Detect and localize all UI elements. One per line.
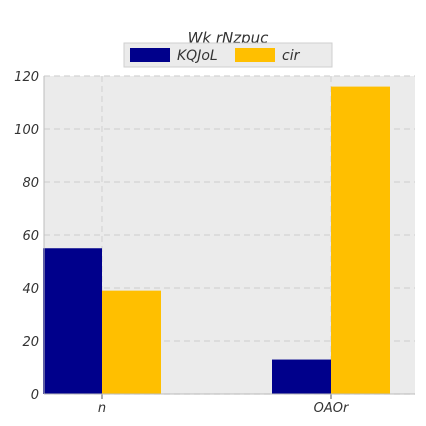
y-tick-label: 0 (31, 388, 39, 403)
x-tick-label: OAOr (314, 401, 350, 416)
bar-cir-n (102, 290, 161, 394)
legend-label-KQJoL: KQJoL (177, 48, 218, 64)
bar-cir-OAOr (331, 86, 390, 394)
legend: KQJoL cir (123, 42, 333, 68)
legend-label-cir: cir (282, 48, 301, 64)
bars-group (43, 86, 390, 394)
y-tick-label: 20 (22, 335, 39, 350)
y-tick-label: 80 (22, 176, 39, 191)
axes: 0 20 40 60 80 100 120 n OAOr (14, 70, 415, 416)
legend-swatch-cir (235, 48, 275, 62)
bar-KQJoL-OAOr (272, 359, 331, 394)
legend-swatch-KQJoL (130, 48, 170, 62)
y-tick-label: 60 (22, 229, 39, 244)
y-tick-label: 120 (14, 70, 39, 85)
bar-KQJoL-n (43, 248, 102, 394)
x-tick-label: n (98, 401, 106, 416)
y-tick-label: 40 (22, 282, 39, 297)
y-tick-label: 100 (14, 123, 39, 138)
